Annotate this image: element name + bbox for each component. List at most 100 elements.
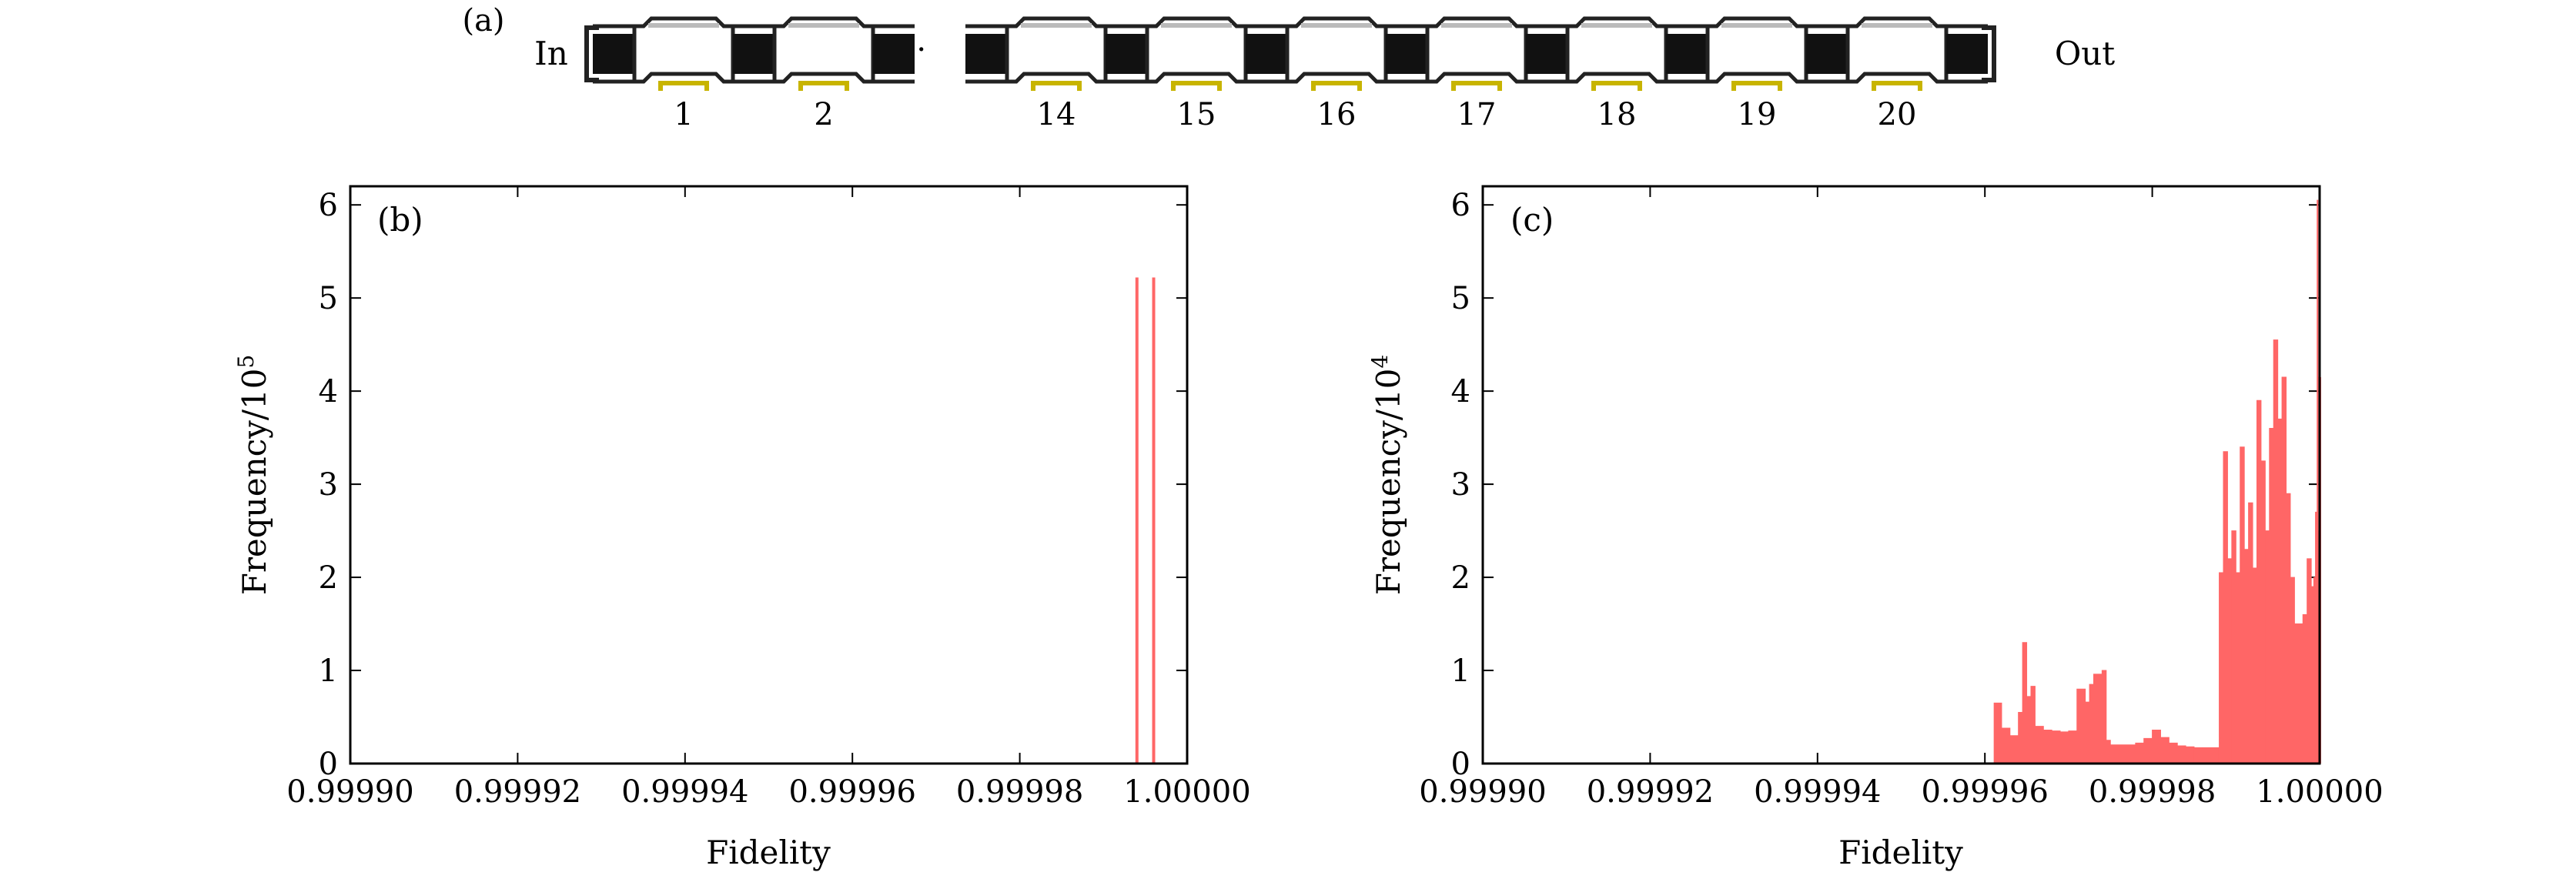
input-label: In <box>534 35 568 72</box>
histogram-bin <box>2236 573 2240 764</box>
histogram-bin <box>2076 689 2086 764</box>
histogram-bin <box>2089 684 2094 764</box>
histogram-bin <box>2269 428 2274 764</box>
y-tick-label: 5 <box>1451 281 1470 316</box>
cell-body <box>1425 16 1528 84</box>
histogram-bin <box>2317 200 2318 764</box>
y-tick-label: 6 <box>1451 188 1470 223</box>
cell-shading <box>1021 23 1092 28</box>
x-tick-label: 0.99998 <box>956 774 1083 810</box>
histogram-bin <box>2231 530 2236 764</box>
x-tick-label: 0.99992 <box>1587 774 1714 810</box>
connector-block <box>1106 34 1147 74</box>
cell-shading <box>1441 23 1512 28</box>
histogram-bin <box>2315 512 2317 764</box>
histogram-bin <box>2303 614 2307 764</box>
cell-number: 2 <box>814 97 833 132</box>
panel-c-ticks <box>1482 186 2320 764</box>
histogram-bin <box>2317 530 2319 764</box>
histogram-bin <box>2102 670 2106 764</box>
cell-shading <box>1862 23 1932 28</box>
cell-shading <box>1161 23 1232 28</box>
panel-c-frame <box>1481 185 2321 765</box>
histogram-bin <box>2313 577 2316 764</box>
x-tick-label: 0.99996 <box>1921 774 2048 810</box>
x-tick-label: 0.99996 <box>788 774 915 810</box>
y-tick-label: 3 <box>1451 467 1470 503</box>
histogram-bin <box>2240 446 2245 764</box>
histogram-bin <box>2022 642 2027 764</box>
histogram-bin <box>2001 728 2010 764</box>
histogram-bin <box>2244 549 2249 764</box>
cell-number: 19 <box>1738 97 1777 132</box>
panel-b-x-tick-labels: 0.99990 0.99992 0.99994 0.99996 0.99998 1.000… <box>286 774 1250 810</box>
histogram-bin <box>2311 587 2314 764</box>
cell-shading <box>788 23 859 28</box>
histogram-bin <box>2186 747 2194 764</box>
histogram-bin <box>2126 744 2136 764</box>
x-tick-label: 0.99998 <box>2089 774 2216 810</box>
panel-b-x-axis-label: Fidelity <box>706 834 831 871</box>
connector-block <box>1666 34 1708 74</box>
histogram-bin <box>2085 702 2090 764</box>
x-tick-label: 0.99992 <box>454 774 581 810</box>
gate-contact <box>1311 81 1362 91</box>
cell-number: 17 <box>1457 97 1497 132</box>
histogram-bin <box>2210 747 2219 764</box>
cell-body <box>1005 16 1108 84</box>
y-tick-label: 4 <box>1451 374 1470 409</box>
connector-block <box>1246 34 1287 74</box>
histogram-bin <box>1994 703 2002 764</box>
histogram-bin <box>2260 460 2266 764</box>
histogram-bin <box>2093 673 2103 764</box>
histogram-bin <box>2277 419 2283 764</box>
cell-body <box>772 16 875 84</box>
panel-a-label: (a) <box>462 3 504 38</box>
histogram-bin <box>2035 726 2044 764</box>
panel-b-frame <box>349 185 1189 765</box>
y-tick-label: 2 <box>319 560 338 596</box>
histogram-bin <box>2030 686 2036 764</box>
connector-block <box>1526 34 1567 74</box>
x-tick-label: 1.00000 <box>2256 774 2383 810</box>
histogram-bin <box>2152 730 2161 764</box>
histogram-bin <box>2169 743 2178 764</box>
y-tick-label: 0 <box>1451 747 1470 782</box>
histogram-bin <box>2223 451 2228 764</box>
output-label: Out <box>2055 35 2115 72</box>
gate-contact <box>658 81 709 91</box>
connector-block <box>1806 34 1848 74</box>
histogram-bin <box>2248 503 2253 764</box>
histogram-bin <box>2060 731 2069 764</box>
y-tick-label: 3 <box>319 467 338 503</box>
connector-block <box>593 34 634 74</box>
connector-block <box>873 34 915 74</box>
histogram-bin <box>2219 573 2223 764</box>
x-tick-label: 1.00000 <box>1123 774 1250 810</box>
histogram-bin <box>2018 712 2023 764</box>
histogram-bin <box>2143 738 2153 764</box>
panel-b-label: (b) <box>377 201 423 239</box>
panel-c-histogram <box>1993 199 2321 764</box>
cell-number: 18 <box>1597 97 1637 132</box>
gate-contact <box>1451 81 1502 91</box>
histogram-bin <box>2119 744 2127 764</box>
terminal-bracket <box>1982 25 1996 82</box>
y-tick-label: 0 <box>319 747 338 782</box>
cell-number: 20 <box>1878 97 1917 132</box>
histogram-bin <box>2202 747 2211 764</box>
cell-number: 16 <box>1317 97 1357 132</box>
histogram-bin <box>2307 558 2312 764</box>
connector-block <box>1946 34 1988 74</box>
histogram-bin <box>2257 400 2261 764</box>
gate-contact <box>798 81 849 91</box>
y-tick-label: 6 <box>319 188 338 223</box>
panel-b-y-axis-label: Frequency/105 <box>233 355 273 596</box>
cell-body <box>1285 16 1388 84</box>
histogram-bin <box>2286 493 2290 764</box>
histogram-bin <box>2227 558 2232 764</box>
histogram-bin <box>2026 696 2031 764</box>
x-tick-label: 0.99990 <box>1419 774 1546 810</box>
panel-c: (c) 0.99990 0.99992 0.99994 0.99996 0.99998 1… <box>1367 185 2384 871</box>
